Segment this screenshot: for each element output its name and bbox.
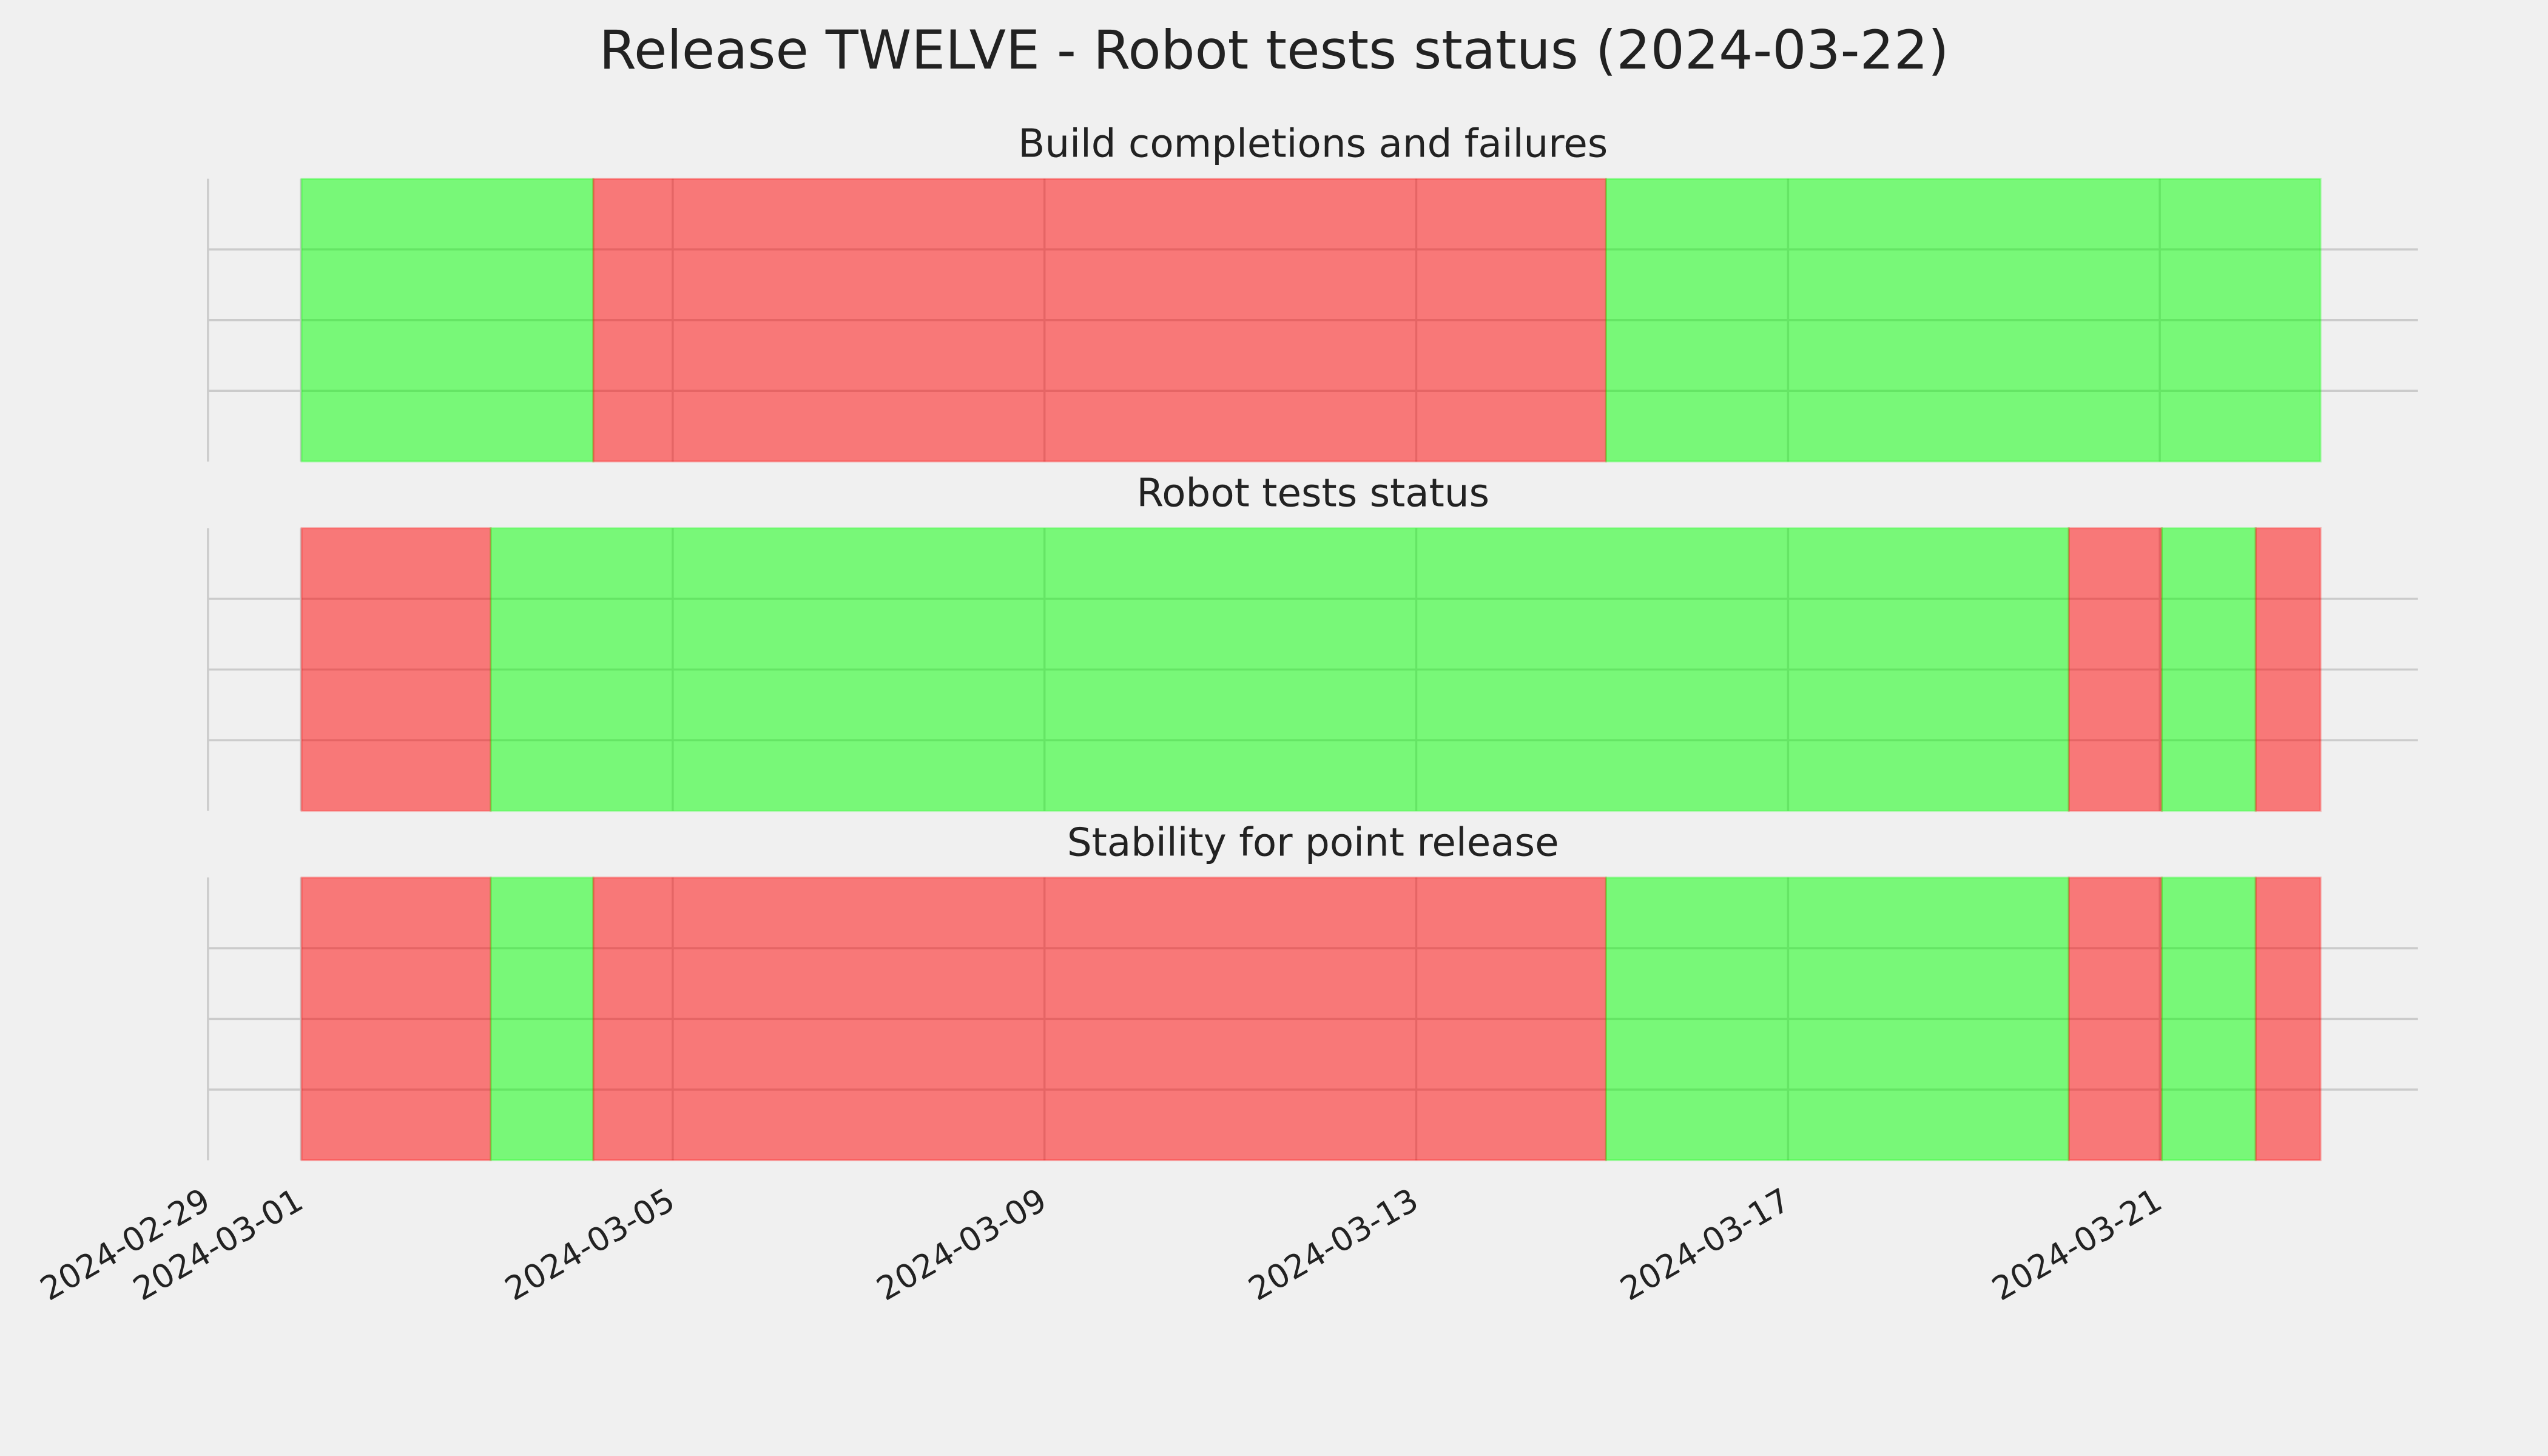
- status-span: [1605, 876, 2070, 1162]
- status-span: [300, 876, 492, 1162]
- status-span: [2068, 876, 2163, 1162]
- subplot-title: Robot tests status: [1136, 471, 1489, 516]
- status-span: [592, 876, 1607, 1162]
- status-span: [2254, 876, 2322, 1162]
- status-span: [1605, 178, 2322, 463]
- status-span: [300, 527, 492, 812]
- status-span: [490, 876, 595, 1162]
- subplot-title: Stability for point release: [1067, 820, 1559, 865]
- status-span: [2160, 876, 2257, 1162]
- chart-title: Release TWELVE - Robot tests status (202…: [599, 19, 1949, 81]
- status-span: [2254, 527, 2322, 812]
- status-span: [592, 178, 1607, 463]
- status-span: [300, 178, 595, 463]
- subplot-title: Build completions and failures: [1018, 121, 1608, 167]
- status-span: [2068, 527, 2163, 812]
- status-span: [490, 527, 2070, 812]
- status-span: [2160, 527, 2257, 812]
